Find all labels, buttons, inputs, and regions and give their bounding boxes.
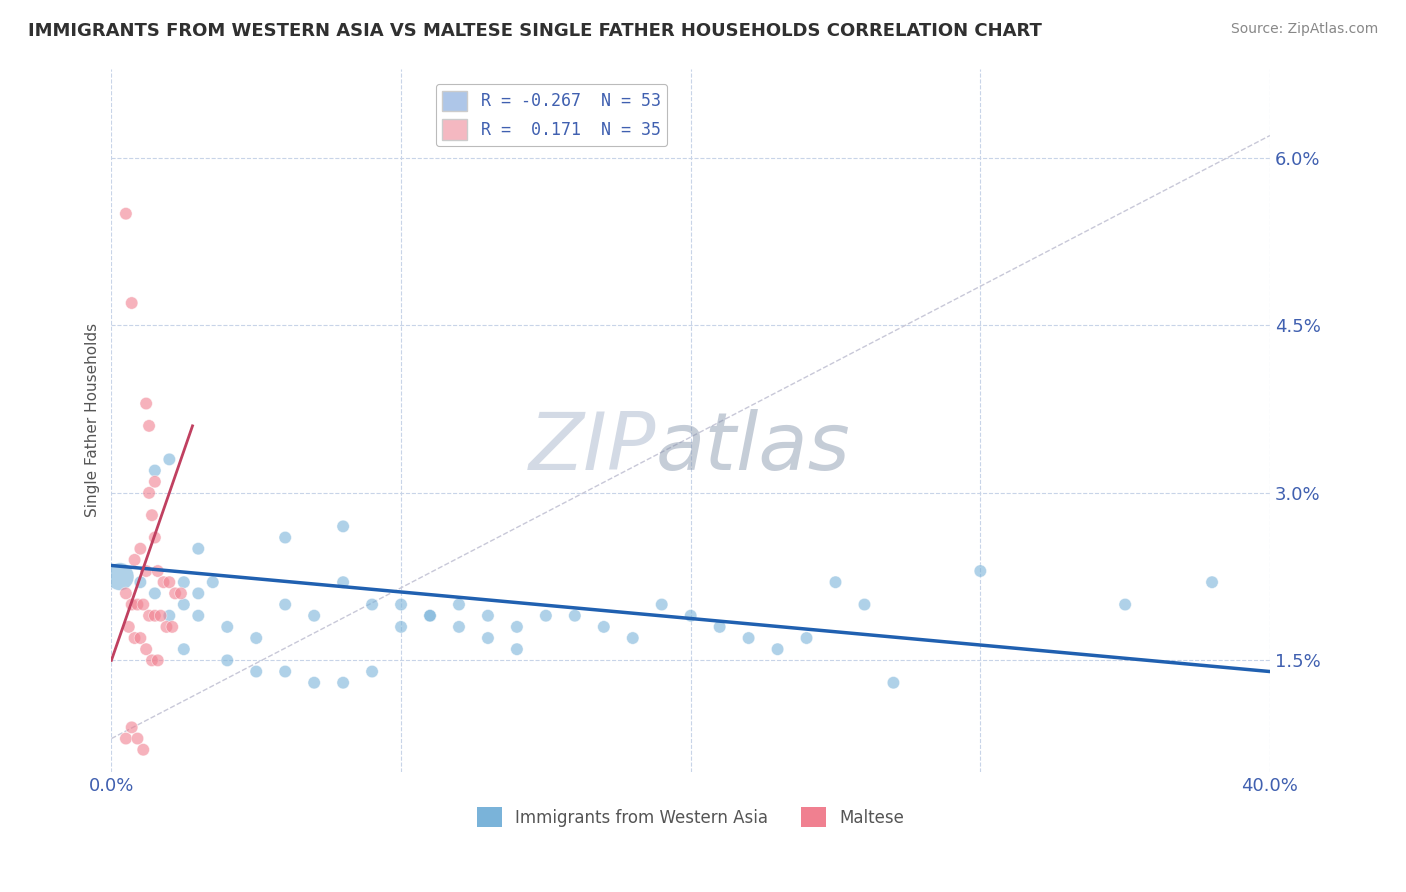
Point xyxy=(274,665,297,679)
Point xyxy=(302,675,325,690)
Point xyxy=(534,608,557,623)
Point xyxy=(361,598,384,612)
Point xyxy=(419,608,441,623)
Point xyxy=(173,598,195,612)
Point xyxy=(737,631,759,645)
Point xyxy=(245,665,267,679)
Point xyxy=(217,653,239,667)
Point xyxy=(124,553,146,567)
Point xyxy=(115,207,138,221)
Point xyxy=(165,586,187,600)
Point xyxy=(138,418,160,433)
Point xyxy=(389,620,412,634)
Point xyxy=(853,598,876,612)
Point xyxy=(132,742,155,756)
Point xyxy=(621,631,644,645)
Point xyxy=(882,675,904,690)
Point xyxy=(824,575,846,590)
Point xyxy=(564,608,586,623)
Point xyxy=(138,486,160,500)
Point xyxy=(135,396,157,410)
Point xyxy=(173,642,195,657)
Point xyxy=(115,731,138,746)
Point xyxy=(157,575,180,590)
Point xyxy=(361,665,384,679)
Point xyxy=(187,541,209,556)
Point xyxy=(1114,598,1136,612)
Point xyxy=(766,642,789,657)
Point xyxy=(173,575,195,590)
Point xyxy=(127,731,149,746)
Point xyxy=(157,452,180,467)
Point xyxy=(187,586,209,600)
Point xyxy=(447,598,470,612)
Point xyxy=(419,608,441,623)
Point xyxy=(170,586,193,600)
Point xyxy=(118,620,141,634)
Point xyxy=(143,608,166,623)
Point xyxy=(108,569,131,583)
Point xyxy=(201,575,224,590)
Point xyxy=(969,564,991,578)
Point xyxy=(506,642,529,657)
Point xyxy=(146,653,169,667)
Point xyxy=(121,598,143,612)
Point xyxy=(332,575,354,590)
Text: Source: ZipAtlas.com: Source: ZipAtlas.com xyxy=(1230,22,1378,37)
Point xyxy=(274,598,297,612)
Point xyxy=(129,631,152,645)
Point xyxy=(217,620,239,634)
Legend: Immigrants from Western Asia, Maltese: Immigrants from Western Asia, Maltese xyxy=(470,800,911,834)
Point xyxy=(143,586,166,600)
Point xyxy=(332,675,354,690)
Point xyxy=(506,620,529,634)
Text: IMMIGRANTS FROM WESTERN ASIA VS MALTESE SINGLE FATHER HOUSEHOLDS CORRELATION CHA: IMMIGRANTS FROM WESTERN ASIA VS MALTESE … xyxy=(28,22,1042,40)
Text: ZIP: ZIP xyxy=(529,409,657,487)
Point xyxy=(127,598,149,612)
Point xyxy=(157,608,180,623)
Point xyxy=(129,575,152,590)
Point xyxy=(132,598,155,612)
Point xyxy=(447,620,470,634)
Point xyxy=(141,508,163,523)
Point xyxy=(245,631,267,645)
Point xyxy=(121,296,143,310)
Point xyxy=(651,598,673,612)
Point xyxy=(115,586,138,600)
Point xyxy=(477,631,499,645)
Point xyxy=(146,564,169,578)
Point xyxy=(124,631,146,645)
Point xyxy=(135,564,157,578)
Text: atlas: atlas xyxy=(657,409,851,487)
Point xyxy=(162,620,184,634)
Point xyxy=(143,464,166,478)
Point xyxy=(477,608,499,623)
Point xyxy=(389,598,412,612)
Point xyxy=(302,608,325,623)
Point xyxy=(796,631,818,645)
Point xyxy=(143,475,166,489)
Point xyxy=(141,653,163,667)
Point xyxy=(332,519,354,533)
Point xyxy=(135,642,157,657)
Point xyxy=(1201,575,1223,590)
Point xyxy=(129,541,152,556)
Point xyxy=(679,608,702,623)
Point xyxy=(143,531,166,545)
Point xyxy=(152,575,174,590)
Point xyxy=(709,620,731,634)
Point xyxy=(592,620,614,634)
Point xyxy=(155,620,177,634)
Point xyxy=(138,608,160,623)
Point xyxy=(187,608,209,623)
Point xyxy=(121,720,143,734)
Y-axis label: Single Father Households: Single Father Households xyxy=(86,323,100,517)
Point xyxy=(149,608,172,623)
Point xyxy=(274,531,297,545)
